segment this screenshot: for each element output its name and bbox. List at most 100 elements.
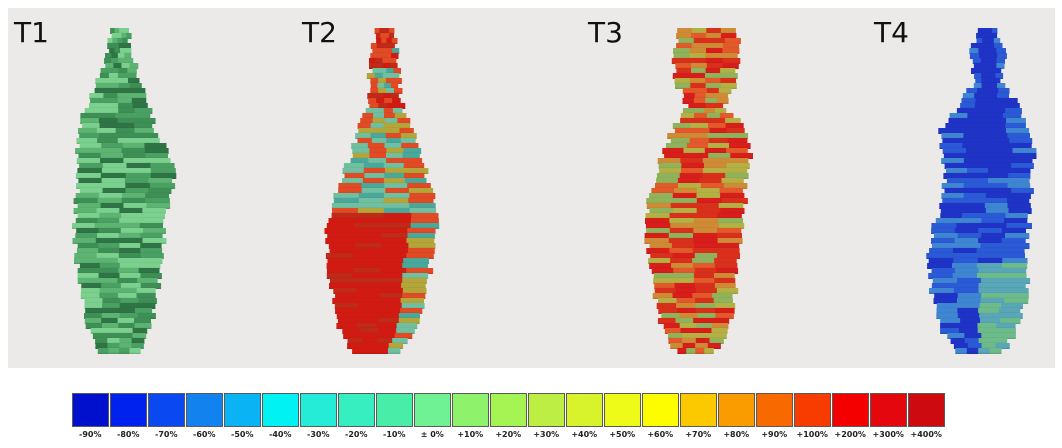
surface-block (120, 48, 126, 54)
legend-label: -50% (231, 430, 254, 439)
surface-block (409, 208, 437, 214)
surface-block (717, 253, 740, 259)
surface-block (134, 123, 153, 129)
surface-block (96, 258, 119, 264)
surface-block (1004, 218, 1028, 224)
surface-block (929, 248, 954, 254)
surface-block (326, 223, 356, 229)
surface-block (689, 53, 706, 59)
surface-block (390, 93, 399, 99)
surface-block (126, 163, 151, 169)
surface-block (75, 233, 98, 239)
surface-block (378, 258, 404, 264)
surface-block (396, 323, 418, 329)
surface-block (981, 343, 996, 349)
surface-block (376, 38, 382, 44)
surface-block (993, 78, 1001, 84)
surface-block (106, 333, 120, 339)
surface-block (102, 188, 126, 194)
surface-block (98, 133, 119, 139)
surface-block (693, 318, 712, 324)
surface-block (107, 343, 120, 349)
surface-block (1012, 148, 1037, 154)
surface-block (384, 53, 392, 59)
surface-block (973, 63, 982, 69)
surface-block (689, 138, 710, 144)
surface-block (336, 313, 358, 319)
surface-block (391, 38, 398, 44)
surface-block (645, 223, 671, 229)
surface-block (118, 103, 134, 109)
surface-block (118, 83, 131, 89)
surface-block (940, 208, 964, 214)
surface-block (682, 108, 695, 114)
surface-block (674, 283, 696, 289)
surface-block (692, 248, 717, 254)
surface-block (695, 118, 711, 124)
surface-block (941, 193, 965, 199)
surface-block (695, 298, 715, 304)
surface-block (946, 168, 968, 174)
surface-block (125, 173, 152, 179)
surface-block (709, 128, 728, 134)
surface-block (101, 318, 119, 324)
surface-block (706, 28, 722, 34)
surface-block (400, 138, 416, 144)
surface-block (988, 178, 1010, 184)
surface-block (393, 68, 401, 74)
surface-block (77, 168, 103, 174)
surface-block (931, 228, 956, 234)
surface-block (720, 208, 745, 214)
surface-block (693, 278, 715, 284)
surface-block (114, 28, 120, 34)
surface-block (100, 203, 125, 209)
surface-block (670, 258, 693, 264)
surface-block (945, 123, 966, 129)
surface-block (95, 83, 108, 89)
surface-block (132, 113, 151, 119)
surface-block (724, 168, 748, 174)
surface-block (675, 318, 694, 324)
surface-block (957, 233, 982, 239)
surface-block (963, 208, 987, 214)
surface-block (706, 33, 722, 39)
surface-block (97, 113, 116, 119)
surface-block (927, 263, 953, 269)
surface-block (693, 238, 719, 244)
surface-block (118, 108, 136, 114)
surface-block (672, 73, 690, 79)
surface-block (987, 78, 995, 84)
surface-block (985, 93, 998, 99)
surface-block (691, 68, 707, 74)
surface-block (108, 73, 119, 79)
surface-block (125, 183, 151, 189)
surface-block (975, 78, 982, 84)
surface-block (940, 318, 961, 324)
legend-label: +100% (796, 430, 828, 439)
surface-block (369, 153, 387, 159)
surface-block (679, 173, 704, 179)
surface-block (1002, 113, 1022, 119)
surface-block (84, 108, 103, 114)
surface-block (382, 223, 412, 229)
surface-block (106, 78, 118, 84)
surface-block (714, 263, 738, 269)
surface-block (406, 168, 429, 174)
surface-block (150, 173, 177, 179)
legend-label: +90% (761, 430, 788, 439)
surface-block (396, 328, 415, 334)
surface-block (76, 228, 100, 234)
surface-block (980, 58, 990, 64)
surface-block (77, 273, 100, 279)
surface-block (97, 218, 120, 224)
surface-block (380, 33, 386, 39)
surface-block (673, 208, 698, 214)
surface-block (981, 73, 989, 79)
surface-block (373, 113, 385, 119)
surface-block (718, 88, 732, 94)
surface-block (357, 303, 380, 309)
surface-block (931, 283, 956, 289)
surface-block (1007, 183, 1031, 189)
surface-block (134, 128, 154, 134)
surface-block (118, 268, 140, 274)
